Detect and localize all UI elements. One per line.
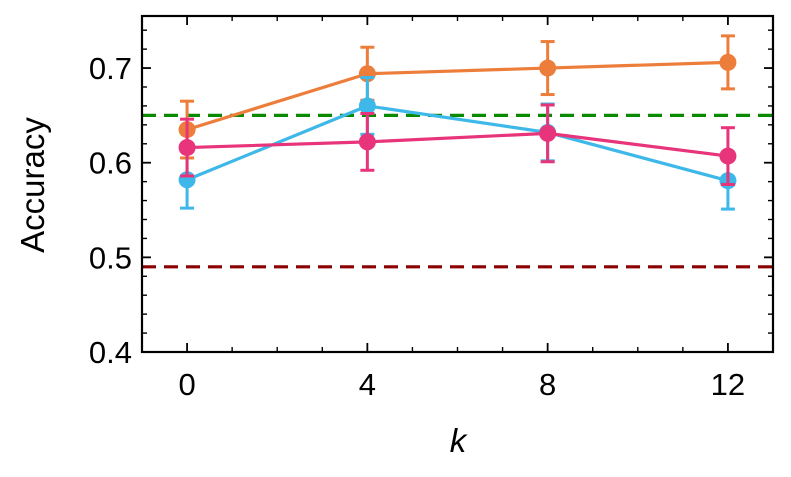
- data-point: [719, 147, 737, 165]
- x-tick-label: 12: [711, 367, 745, 402]
- y-axis-title: Accuracy: [14, 117, 51, 253]
- series-1-line: [186, 60, 728, 132]
- y-tick-label: 0.4: [89, 335, 132, 370]
- reference-lines: [142, 113, 773, 269]
- data-point: [358, 97, 376, 115]
- data-point: [358, 133, 376, 151]
- series-layer: [178, 34, 737, 211]
- series-2: [178, 76, 737, 211]
- x-tick-label: 8: [539, 367, 556, 402]
- data-point: [719, 53, 737, 71]
- series-3: [178, 103, 737, 186]
- data-point: [539, 124, 557, 142]
- plot-frame: [140, 14, 775, 354]
- y-tick-label: 0.5: [89, 240, 132, 275]
- series-1: [178, 34, 737, 160]
- tick-marks: [141, 16, 774, 353]
- x-tick-label: 4: [359, 367, 376, 402]
- x-tick-label: 0: [178, 367, 195, 402]
- y-tick-label: 0.7: [89, 51, 132, 86]
- data-point: [539, 59, 557, 77]
- x-axis-title: k: [450, 422, 468, 459]
- y-tick-labels: 0.4 0.5 0.6 0.7: [89, 51, 132, 370]
- series-3-line: [187, 131, 729, 158]
- y-tick-label: 0.6: [89, 146, 132, 181]
- series-2-line: [186, 104, 729, 183]
- x-tick-labels: 0 4 8 12: [178, 367, 745, 402]
- data-point: [178, 139, 196, 157]
